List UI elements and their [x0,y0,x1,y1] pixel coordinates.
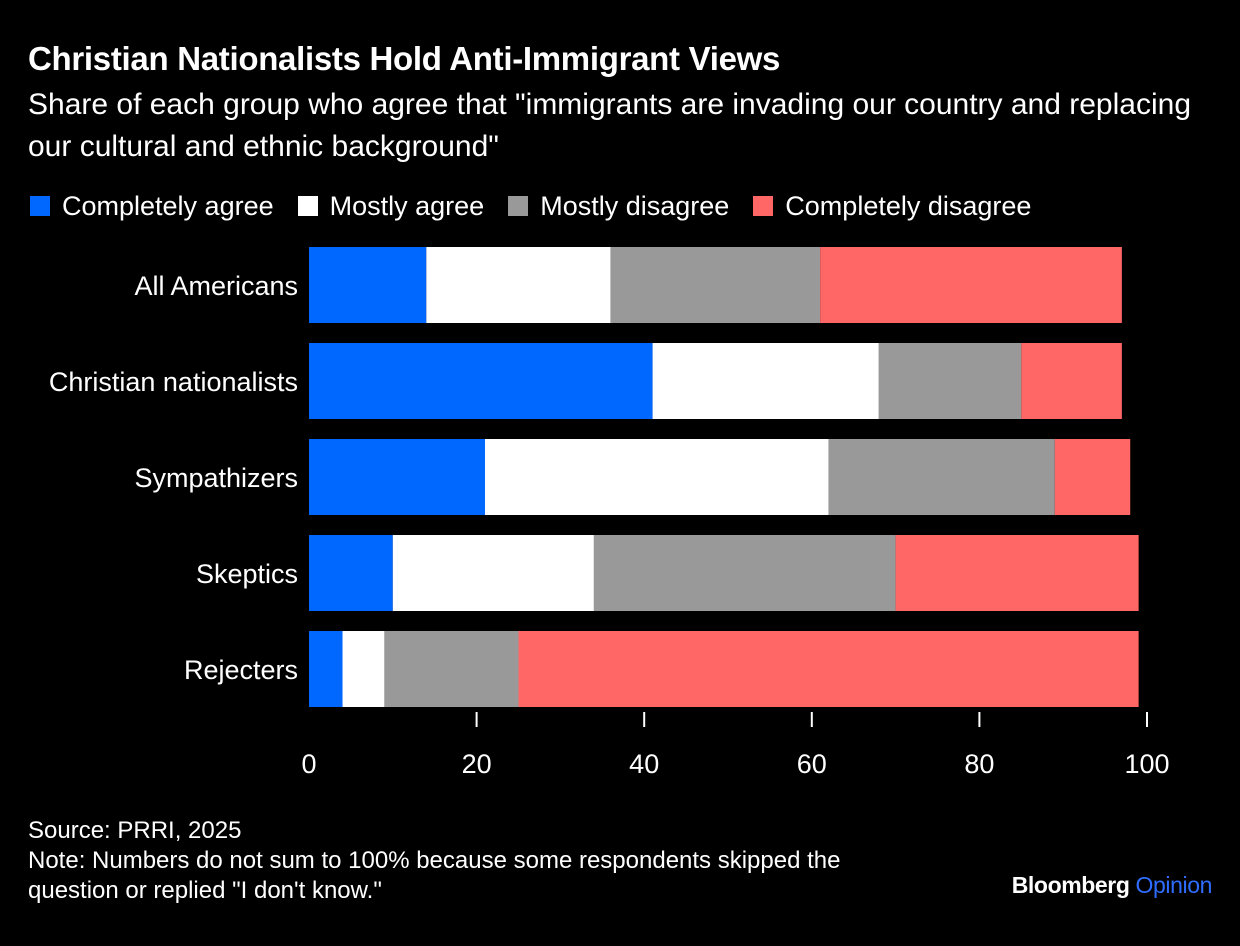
bar-christian-nationalists-completely-disagree [1021,343,1122,419]
category-label-rejecters: Rejecters [184,655,298,685]
bar-sympathizers-completely-disagree [1054,439,1131,515]
category-label-sympathizers: Sympathizers [134,463,298,493]
source-note: Source: PRRI, 2025 Note: Numbers do not … [28,816,840,906]
legend-label-mostly-agree: Mostly agree [329,190,485,221]
note-text-line-2: question or replied "I don't know." [28,877,382,904]
bar-skeptics-mostly-disagree [593,535,896,611]
bar-all-americans-mostly-disagree [610,247,821,323]
legend-label-mostly-disagree: Mostly disagree [540,190,730,221]
bar-skeptics-completely-disagree [895,535,1139,611]
legend-swatch-completely-agree [30,196,50,216]
bar-all-americans-mostly-agree [426,247,611,323]
bar-skeptics-mostly-agree [392,535,594,611]
bar-all-americans-completely-agree [309,247,427,323]
legend-item-mostly-agree: Mostly agree [297,190,485,222]
x-tick-label-0: 0 [301,749,316,779]
category-label-christian-nationalists: Christian nationalists [49,367,298,397]
legend-label-completely-agree: Completely agree [62,190,274,221]
source-text: Source: PRRI, 2025 [28,817,242,844]
brand-name: Bloomberg [1011,872,1130,898]
bar-christian-nationalists-completely-agree [309,343,653,419]
bar-christian-nationalists-mostly-agree [652,343,879,419]
chart-subtitle: Share of each group who agree that "immi… [28,88,1191,163]
bar-rejecters-mostly-agree [342,631,385,707]
bar-christian-nationalists-mostly-disagree [878,343,1022,419]
x-tick-label-80: 80 [964,749,994,779]
bar-rejecters-mostly-disagree [384,631,519,707]
x-tick-label-40: 40 [629,749,659,779]
chart-title: Christian Nationalists Hold Anti-Immigra… [28,40,781,77]
bar-sympathizers-mostly-disagree [828,439,1055,515]
x-tick-label-20: 20 [462,749,492,779]
legend-item-mostly-disagree: Mostly disagree [508,191,729,222]
bar-sympathizers-completely-agree [309,439,485,515]
bloomberg-opinion-logo: Bloomberg Opinion [1011,872,1213,899]
category-label-skeptics: Skeptics [196,559,298,589]
x-tick-label-100: 100 [1124,749,1169,779]
legend-item-completely-disagree: Completely disagree [753,191,1031,222]
x-tick-label-60: 60 [797,749,827,779]
category-label-all-americans: All Americans [134,271,298,301]
legend-swatch-completely-disagree [753,196,774,216]
bar-skeptics-completely-agree [309,535,393,611]
legend-swatch-mostly-agree [297,196,318,216]
bar-rejecters-completely-disagree [518,631,1139,707]
legend: Completely agree Mostly agree Mostly dis… [30,188,1055,224]
bar-rejecters-completely-agree [309,631,343,707]
legend-item-completely-agree: Completely agree [30,191,274,222]
brand-section: Opinion [1135,872,1213,898]
legend-label-completely-disagree: Completely disagree [785,190,1032,221]
bar-sympathizers-mostly-agree [484,439,829,515]
bar-all-americans-completely-disagree [820,247,1122,323]
note-text-line-1: Note: Numbers do not sum to 100% because… [28,847,841,874]
legend-swatch-mostly-disagree [508,196,529,216]
stacked-bar-chart: All Americans Christian nationalists Sympa… [49,247,1170,779]
